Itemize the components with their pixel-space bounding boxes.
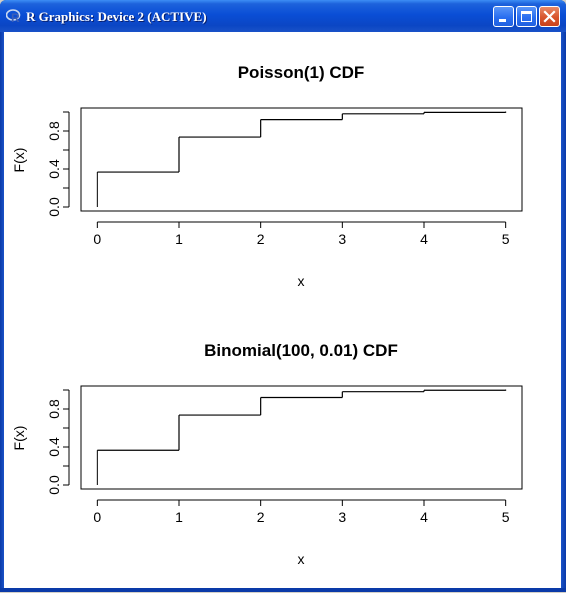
close-button[interactable] <box>539 6 560 27</box>
x-tick-label: 5 <box>502 509 510 525</box>
x-tick-label: 3 <box>338 231 346 247</box>
cdf-step-series <box>96 111 507 207</box>
y-tick-label: 0.0 <box>46 197 62 217</box>
title-bar[interactable]: R R Graphics: Device 2 (ACTIVE) <box>0 0 566 32</box>
y-tick-label: 0.0 <box>46 475 62 495</box>
svg-text:R: R <box>11 11 20 24</box>
window-frame-right <box>561 32 566 592</box>
x-axis: 0 1 2 3 4 5 <box>93 221 510 247</box>
plot-title: Poisson(1) CDF <box>238 63 365 82</box>
x-tick-label: 4 <box>420 231 428 247</box>
x-tick-label: 0 <box>93 231 101 247</box>
minimize-icon <box>499 19 506 22</box>
maximize-button[interactable] <box>516 6 537 27</box>
plot-box <box>80 107 523 212</box>
close-icon <box>543 10 556 23</box>
x-tick-label: 4 <box>420 509 428 525</box>
y-axis-label: F(x) <box>11 426 27 451</box>
cdf-step-series <box>96 389 507 485</box>
poisson-cdf-plot: Poisson(1) CDF x F(x) 0 1 2 3 4 5 0.0 0.4 0.8 <box>11 63 523 289</box>
plot-box <box>80 385 523 490</box>
graphics-device-canvas[interactable]: Poisson(1) CDF x F(x) 0 1 2 3 4 5 0.0 0.4 0.8 B… <box>4 32 561 588</box>
y-axis: 0.0 0.4 0.8 <box>46 111 70 217</box>
y-axis-label: F(x) <box>11 148 27 173</box>
window-frame-left <box>0 32 4 592</box>
y-tick-label: 0.4 <box>46 437 62 457</box>
maximize-icon <box>521 11 532 22</box>
minimize-button[interactable] <box>493 6 514 27</box>
x-axis-label: x <box>298 551 305 567</box>
x-axis: 0 1 2 3 4 5 <box>93 499 510 525</box>
binomial-cdf-plot: Binomial(100, 0.01) CDF x F(x) 0 1 2 3 4 5 0.… <box>11 341 523 567</box>
y-axis: 0.0 0.4 0.8 <box>46 389 70 495</box>
window-title: R Graphics: Device 2 (ACTIVE) <box>26 9 207 24</box>
x-tick-label: 2 <box>257 231 265 247</box>
x-tick-label: 0 <box>93 509 101 525</box>
y-tick-label: 0.8 <box>46 399 62 419</box>
window-frame-bottom <box>0 588 566 592</box>
x-axis-label: x <box>298 273 305 289</box>
x-tick-label: 1 <box>175 231 183 247</box>
x-tick-label: 3 <box>338 509 346 525</box>
x-tick-label: 5 <box>502 231 510 247</box>
x-tick-label: 1 <box>175 509 183 525</box>
plot-title: Binomial(100, 0.01) CDF <box>204 341 398 360</box>
y-tick-label: 0.8 <box>46 121 62 141</box>
r-logo-icon[interactable]: R <box>6 8 22 24</box>
plot-canvas: Poisson(1) CDF x F(x) 0 1 2 3 4 5 0.0 0.4 0.8 B… <box>11 63 523 567</box>
y-tick-label: 0.4 <box>46 159 62 179</box>
x-tick-label: 2 <box>257 509 265 525</box>
